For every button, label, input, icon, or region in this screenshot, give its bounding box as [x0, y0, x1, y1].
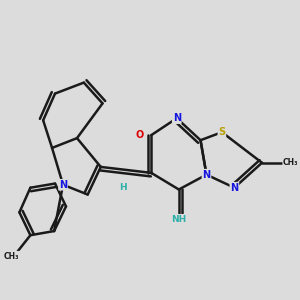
Text: N: N [59, 180, 67, 190]
Text: H: H [119, 183, 127, 192]
Text: NH: NH [171, 215, 187, 224]
Text: S: S [218, 127, 226, 137]
Text: N: N [230, 183, 238, 193]
Text: CH₃: CH₃ [4, 251, 20, 260]
Text: CH₃: CH₃ [283, 158, 298, 167]
Text: N: N [202, 169, 211, 180]
Text: O: O [136, 130, 144, 140]
Text: N: N [173, 113, 181, 123]
